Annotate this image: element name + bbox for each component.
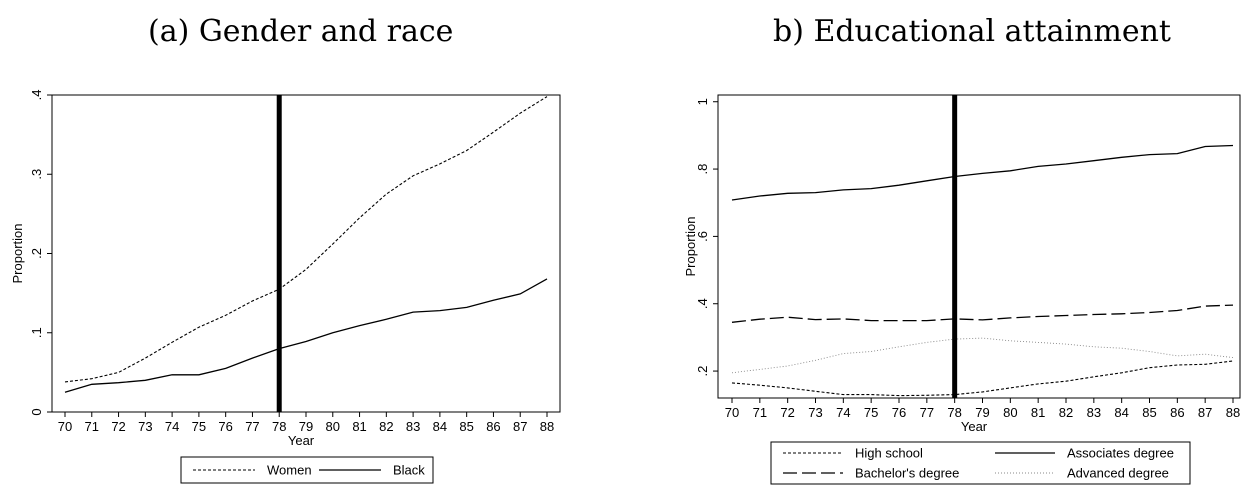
x-tick-label: 77 (920, 405, 934, 420)
x-tick-label: 87 (1198, 405, 1212, 420)
legend-label: Advanced degree (1067, 466, 1169, 481)
x-tick-label: 80 (1003, 405, 1017, 420)
x-tick-label: 83 (406, 419, 420, 434)
legend-label: Associates degree (1067, 446, 1174, 461)
x-tick-label: 84 (433, 419, 447, 434)
x-tick-label: 84 (1114, 405, 1128, 420)
series-line-women (64, 96, 548, 383)
legend-label: Black (393, 463, 425, 478)
y-tick-label: 1 (695, 98, 710, 105)
plot-frame (51, 94, 561, 413)
series-line-high-school (731, 360, 1234, 397)
x-tick-label: 76 (892, 405, 906, 420)
x-tick-label: 86 (486, 419, 500, 434)
x-tick-label: 82 (379, 419, 393, 434)
series-line-associates-degree (731, 144, 1234, 201)
x-tick-label: 75 (192, 419, 206, 434)
x-tick-label: 85 (459, 419, 473, 434)
y-tick-label: .8 (695, 164, 710, 175)
x-tick-label: 70 (58, 419, 72, 434)
y-tick-label: .4 (29, 90, 44, 101)
legend-box (770, 441, 1191, 485)
x-tick-label: 86 (1170, 405, 1184, 420)
legend-label: High school (855, 446, 923, 461)
series-line-bachelor-s-degree (731, 304, 1234, 323)
x-tick-label: 81 (352, 419, 366, 434)
series-line-advanced-degree (731, 337, 1234, 374)
x-tick-label: 78 (947, 405, 961, 420)
x-tick-label: 73 (138, 419, 152, 434)
y-axis-title: Proportion (10, 224, 25, 284)
y-axis-title: Proportion (683, 217, 698, 277)
x-axis-title: Year (961, 419, 988, 434)
y-tick-label: .2 (695, 366, 710, 377)
x-tick-label: 71 (753, 405, 767, 420)
x-tick-label: 85 (1142, 405, 1156, 420)
x-tick-label: 72 (780, 405, 794, 420)
series-line-black (64, 278, 548, 393)
plot-frame (717, 94, 1241, 399)
x-tick-label: 75 (864, 405, 878, 420)
chart-0: 70 71 72 73 74 75 76 77 78 79 80 81 82 83 84 85 86 87 88 0.… (10, 90, 561, 484)
x-tick-label: 76 (218, 419, 232, 434)
x-tick-label: 83 (1087, 405, 1101, 420)
x-tick-label: 80 (326, 419, 340, 434)
legend-label: Women (267, 463, 312, 478)
x-tick-label: 87 (513, 419, 527, 434)
x-tick-label: 71 (85, 419, 99, 434)
x-tick-label: 81 (1031, 405, 1045, 420)
x-tick-label: 73 (808, 405, 822, 420)
chart-b-title: b) Educational attainment (773, 14, 1171, 49)
y-tick-label: .1 (29, 327, 44, 338)
x-tick-label: 74 (836, 405, 850, 420)
x-tick-label: 82 (1059, 405, 1073, 420)
x-tick-label: 72 (111, 419, 125, 434)
x-tick-label: 77 (245, 419, 259, 434)
y-tick-label: .2 (29, 248, 44, 259)
x-tick-label: 70 (725, 405, 739, 420)
y-tick-label: .4 (695, 298, 710, 309)
x-tick-label: 74 (165, 419, 179, 434)
x-axis-title: Year (288, 433, 315, 448)
x-tick-label: 79 (299, 419, 313, 434)
chart-1: 70 71 72 73 74 75 76 77 78 79 80 81 82 83 84 85 86 87 88 .2… (683, 94, 1241, 485)
x-tick-label: 79 (975, 405, 989, 420)
y-tick-label: .6 (695, 231, 710, 242)
chart-a-title: (a) Gender and race (148, 14, 454, 49)
y-tick-label: .3 (29, 169, 44, 180)
legend-label: Bachelor's degree (855, 466, 959, 481)
y-tick-label: 0 (29, 408, 44, 415)
x-tick-label: 88 (1226, 405, 1240, 420)
x-tick-label: 88 (540, 419, 554, 434)
x-tick-label: 78 (272, 419, 286, 434)
